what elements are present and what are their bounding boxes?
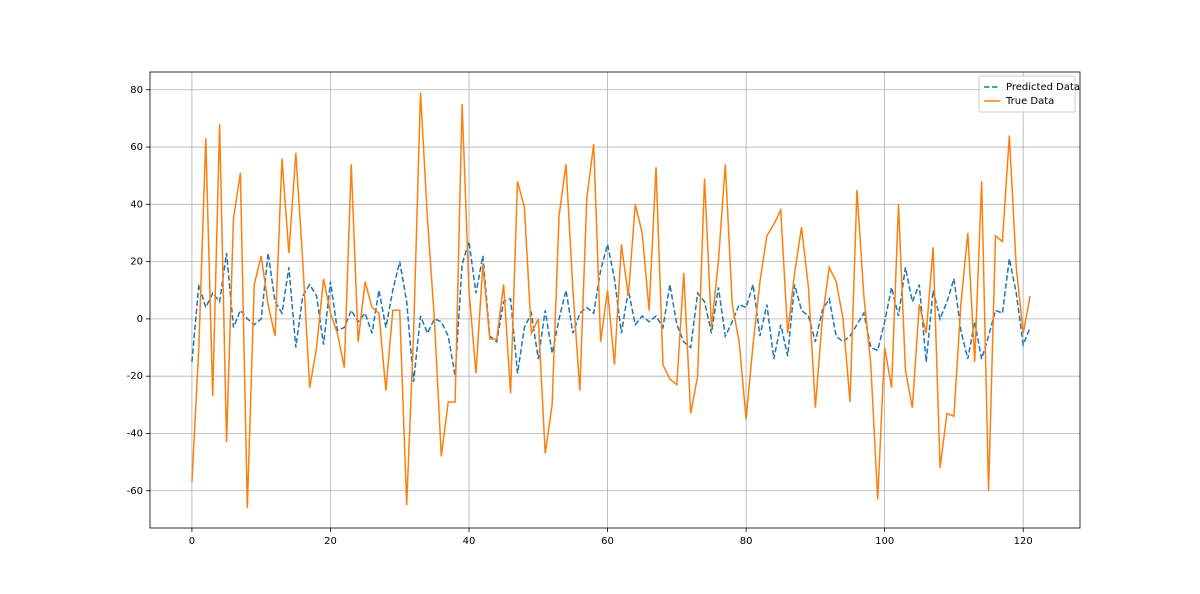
y-tick-label: -40 xyxy=(127,428,143,439)
x-tick-label: 80 xyxy=(740,536,753,547)
x-tick-label: 0 xyxy=(189,536,195,547)
y-tick-label: 40 xyxy=(130,199,143,210)
ticks: 0 20 40 60 80 100 120 -60 -40 -20 0 20 40 60 80 xyxy=(127,85,1033,547)
x-tick-label: 20 xyxy=(324,536,337,547)
plot-lines xyxy=(191,92,1031,508)
y-tick-label: 60 xyxy=(130,142,143,153)
y-tick-label: 20 xyxy=(130,257,143,268)
y-tick-label: 80 xyxy=(130,85,143,96)
x-tick-label: 120 xyxy=(1014,536,1033,547)
data-line xyxy=(191,92,1031,508)
y-tick-label: 0 xyxy=(137,314,143,325)
axes-frame xyxy=(149,71,1081,529)
x-tick-label: 40 xyxy=(463,536,476,547)
data-line xyxy=(191,241,1031,382)
y-tick-label: -20 xyxy=(127,371,143,382)
legend-label: Predicted Data xyxy=(1006,82,1080,93)
x-tick-label: 60 xyxy=(601,536,614,547)
legend: Predicted Data True Data xyxy=(978,75,1080,113)
legend-box xyxy=(978,75,1076,113)
grid xyxy=(150,72,1080,528)
legend-label: True Data xyxy=(1005,96,1054,107)
y-tick-label: -60 xyxy=(127,486,143,497)
x-tick-label: 100 xyxy=(875,536,894,547)
